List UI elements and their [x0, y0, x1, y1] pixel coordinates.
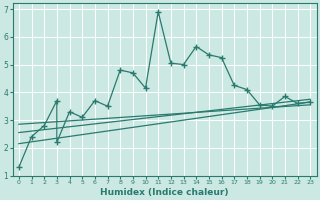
X-axis label: Humidex (Indice chaleur): Humidex (Indice chaleur)	[100, 188, 229, 197]
